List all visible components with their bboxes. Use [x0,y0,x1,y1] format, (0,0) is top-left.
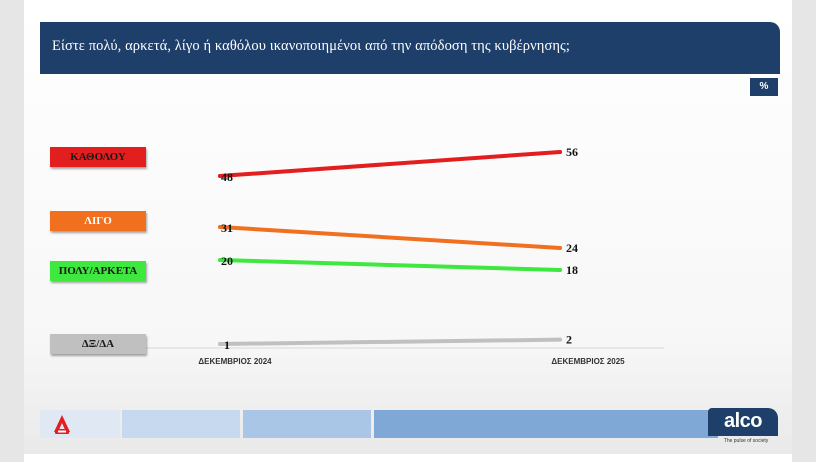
data-point-3-2 [558,268,562,272]
series-line-4 [218,337,562,346]
alco-tagline: The pulse of society [723,438,769,444]
channel-logo-icon [54,415,70,434]
unit-badge: % [750,78,778,96]
line-chart: 48 56 31 24 20 18 1 2 ΔΕΚΕΜΒΡΙΟΣ 2024 ΔΕΚΕΜΒΡΙΟΣ … [144,145,664,366]
legend-item-1: ΚΑΘΟΛΟΥ [50,147,146,167]
legend-item-4: ΔΞ/ΔΑ [50,334,146,354]
data-point-3-1 [218,258,222,262]
x-tick-label-1: ΔΕΚΕΜΒΡΙΟΣ 2024 [198,357,272,366]
data-point-2-2 [558,246,562,250]
legend-item-3: ΠΟΛΥ/ΑΡΚΕΤΑ [50,261,146,281]
data-point-4-2 [558,337,562,342]
slide: Είστε πολύ, αρκετά, λίγο ή καθόλου ικανο… [24,8,792,454]
data-label-2-2: 24 [566,241,578,255]
data-label-1-1: 48 [221,170,233,184]
data-point-4-1 [218,342,222,346]
series-line-3 [218,258,562,272]
data-point-1-2 [558,150,562,154]
slide-background [24,8,792,454]
alco-logo: alco [708,408,778,436]
right-gutter [792,0,816,462]
series-line-2 [218,225,562,250]
legend-item-2: ΛΙΓΟ [50,211,146,231]
chart-title: Είστε πολύ, αρκετά, λίγο ή καθόλου ικανο… [52,38,571,54]
data-label-3-2: 18 [566,263,578,277]
x-tick-label-2: ΔΕΚΕΜΒΡΙΟΣ 2025 [551,357,625,366]
data-label-2-1: 31 [221,221,233,235]
data-point-2-1 [218,225,222,229]
footer-block-2 [122,410,240,438]
footer-block-1 [40,410,120,438]
data-point-1-1 [218,174,222,178]
data-label-4-2: 2 [566,333,572,347]
data-label-4-1: 1 [224,338,230,352]
series-line-1 [218,150,562,178]
footer-block-3 [243,410,371,438]
footer-block-4 [374,410,718,438]
data-label-3-1: 20 [221,254,233,268]
title-bar: Είστε πολύ, αρκετά, λίγο ή καθόλου ικανο… [40,22,780,74]
left-gutter [0,0,24,462]
data-label-1-2: 56 [566,145,578,159]
